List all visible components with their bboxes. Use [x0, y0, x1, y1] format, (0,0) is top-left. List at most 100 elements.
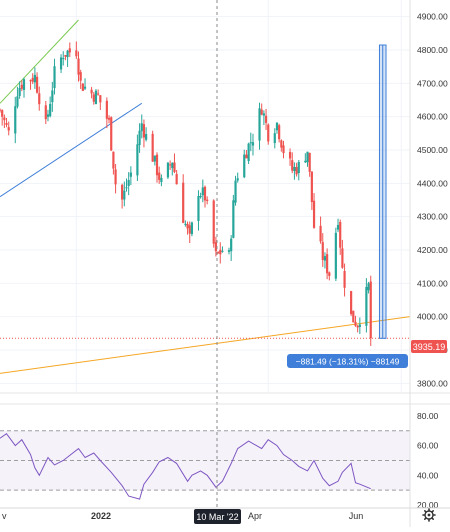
candle-body: [53, 66, 56, 89]
candle-body: [323, 256, 327, 261]
candle-body: [81, 83, 84, 91]
candle-body: [68, 48, 71, 53]
candle-body: [51, 90, 54, 103]
candle-body: [123, 190, 126, 200]
candle-body: [321, 242, 324, 260]
candle-body: [92, 94, 95, 102]
candle-body: [105, 100, 108, 119]
candle-body: [110, 117, 113, 151]
candle-body: [127, 180, 130, 187]
candle-body: [142, 124, 146, 138]
price-axis-label: 4700.00: [417, 78, 448, 88]
crosshair-date-label: 10 Mar '22: [196, 512, 238, 522]
price-axis-label: 4000.00: [417, 312, 448, 322]
candle-body: [114, 169, 117, 185]
candle-body: [367, 283, 370, 291]
candle-body: [247, 143, 250, 162]
crosshair-date-bg: [194, 509, 241, 524]
candle-body: [282, 145, 285, 154]
price-axis-label: 3800.00: [417, 378, 448, 388]
candle-body: [59, 57, 63, 70]
rsi-axis-label: 20.00: [417, 500, 439, 510]
candle-body: [234, 180, 237, 203]
candle-body: [49, 103, 52, 117]
measure-label-bg: [287, 354, 408, 368]
candle-body: [280, 140, 283, 148]
rsi-line: [0, 433, 371, 500]
candle-body: [184, 223, 187, 225]
candle-body: [308, 152, 311, 172]
candle-body: [171, 162, 174, 169]
candle-body: [297, 161, 300, 174]
candle-body: [197, 196, 200, 221]
candle-body: [214, 242, 218, 252]
candle-body: [125, 187, 128, 189]
time-label: 2022: [91, 511, 111, 521]
candle-body: [5, 122, 8, 125]
candle-body: [75, 50, 78, 57]
price-axis-label: 4800.00: [417, 45, 448, 55]
candle-body: [212, 200, 215, 244]
candle-body: [77, 58, 80, 75]
measure-label: −881.49 (−18.31%) −88149: [287, 354, 408, 368]
candle-body: [97, 93, 100, 95]
candle-body: [94, 90, 98, 105]
candle-body: [339, 221, 342, 248]
rsi-axis-label: 80.00: [417, 411, 439, 421]
candle-body: [7, 127, 10, 131]
candle-body: [334, 232, 337, 279]
candle-body: [188, 225, 191, 234]
candle-body: [173, 162, 176, 173]
candle-body: [18, 88, 21, 96]
green-trendline: [0, 19, 79, 104]
candle-body: [354, 321, 357, 326]
candle-body: [136, 144, 139, 176]
candle-body: [121, 184, 124, 200]
candle-body: [158, 172, 161, 180]
candle-body: [22, 79, 26, 90]
candle-body: [14, 106, 17, 134]
candle-body: [29, 80, 32, 82]
candle-body: [64, 55, 67, 57]
candle-body: [1, 110, 4, 117]
candle-body: [262, 113, 265, 116]
candle-body: [90, 89, 93, 94]
candle-body: [0, 109, 2, 111]
candle-body: [306, 151, 309, 163]
candle-body: [358, 324, 361, 328]
candle-body: [175, 173, 178, 185]
candle-body: [216, 252, 220, 254]
candle-body: [352, 310, 355, 323]
grid-lines: [0, 0, 410, 392]
axes: 4900.00 4800.00 4700.00 4600.00 4500.00 4400.…: [417, 12, 448, 510]
candle-body: [203, 186, 207, 201]
candle-body: [138, 130, 141, 146]
candle-body: [107, 117, 111, 120]
candle-body: [20, 84, 23, 89]
candle-body: [112, 151, 115, 169]
candle-body: [336, 224, 340, 230]
candle-body: [232, 200, 235, 238]
candle-body: [236, 178, 239, 181]
time-label: Jun: [349, 511, 364, 521]
crosshair-date-tag: 10 Mar '22: [194, 509, 241, 524]
candle-body: [190, 222, 194, 235]
candle-body: [251, 142, 255, 146]
candle-body: [291, 160, 294, 171]
price-axis-label: 4300.00: [417, 212, 448, 222]
candle-body: [62, 58, 65, 60]
measure-tool[interactable]: [378, 44, 387, 339]
candle-body: [273, 133, 276, 144]
candle-body: [46, 114, 50, 117]
candlestick-series: [0, 41, 372, 346]
gear-icon-teeth: [422, 508, 436, 522]
gear-icon-hub: [427, 513, 431, 517]
candle-body: [33, 74, 36, 83]
measure-label-text: −881.49 (−18.31%) −88149: [296, 357, 400, 367]
candle-body: [312, 200, 316, 228]
candle-body: [186, 223, 189, 229]
gear-icon[interactable]: [422, 508, 436, 522]
